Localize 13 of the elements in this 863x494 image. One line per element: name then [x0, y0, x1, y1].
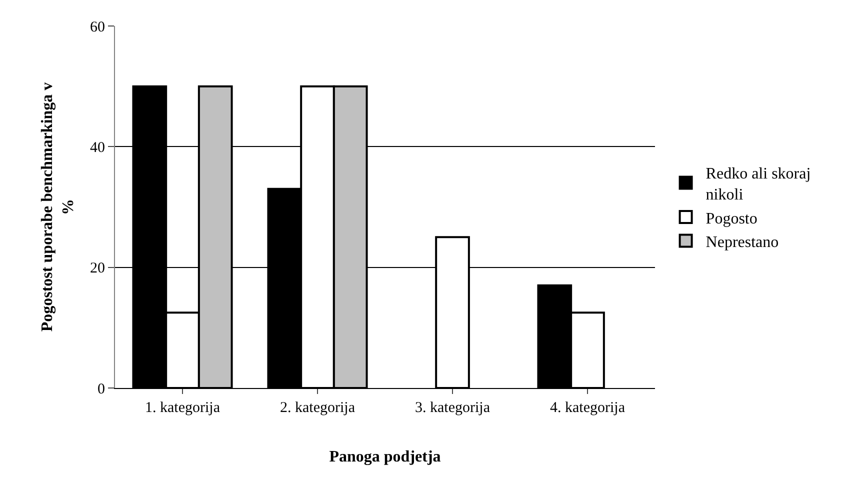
x-tick-label: 3. kategorija [415, 400, 490, 416]
y-tick-label: 60 [90, 19, 105, 36]
y-axis-title: Pogostost uporabe benchmarkinga v % [39, 82, 77, 332]
legend-label: Neprestano [706, 234, 779, 252]
legend-label: Pogosto [706, 210, 758, 228]
y-tick-label: 20 [90, 260, 105, 277]
x-tick-label: 1. kategorija [145, 400, 220, 416]
legend-label: Redko ali skoraj nikoli [706, 166, 811, 204]
x-tick-label: 2. kategorija [280, 400, 356, 416]
x-axis-title: Panoga podjetja [329, 448, 441, 466]
y-tick-label: 0 [98, 381, 105, 398]
x-tick-label: 4. kategorija [550, 400, 626, 416]
y-tick-label: 40 [90, 140, 105, 156]
